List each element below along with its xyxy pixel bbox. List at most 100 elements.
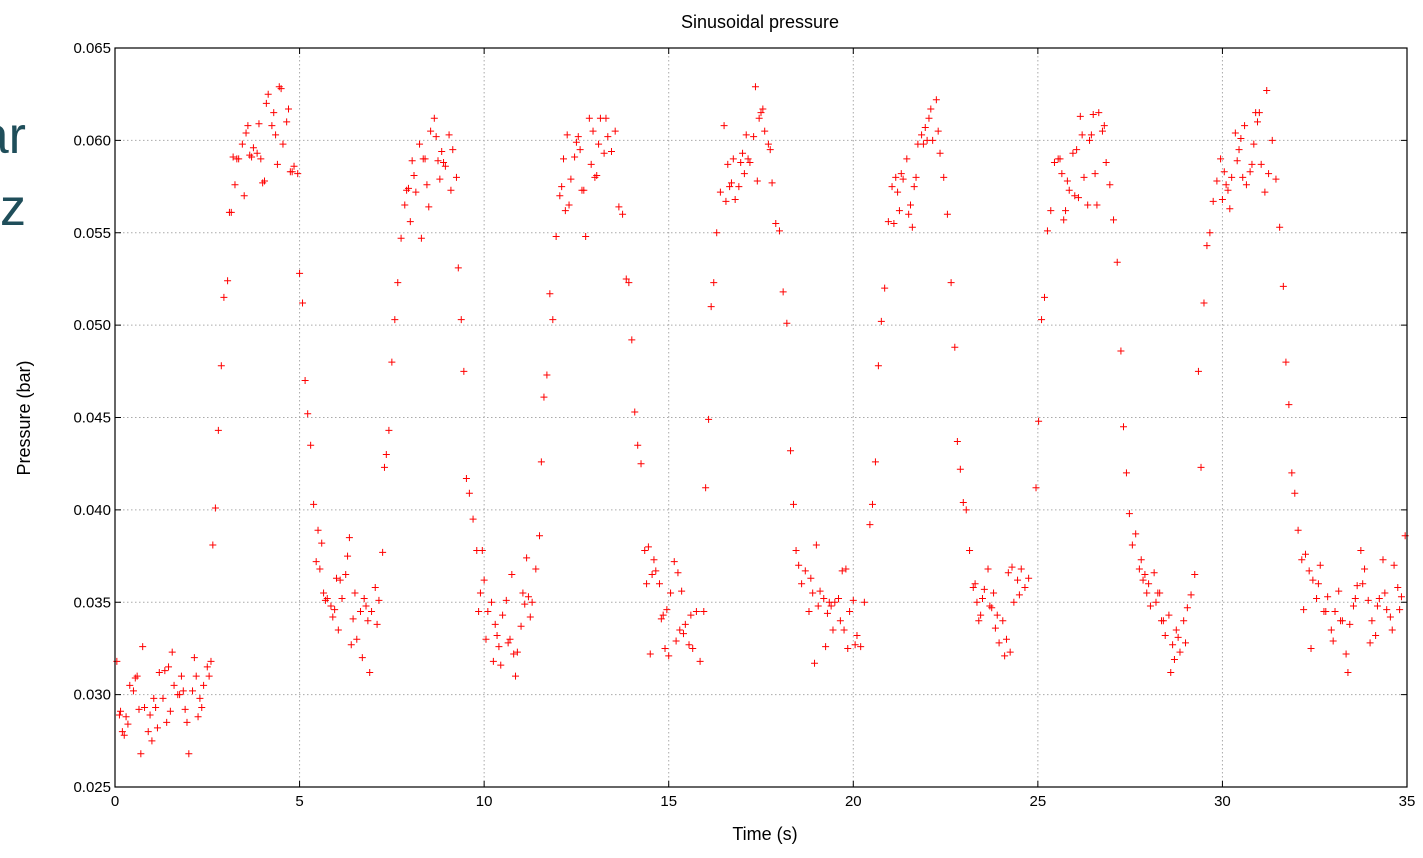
data-point xyxy=(1110,216,1118,224)
data-point xyxy=(536,532,544,540)
data-point xyxy=(491,620,499,628)
data-point xyxy=(991,624,999,632)
data-point xyxy=(1080,173,1088,181)
data-point xyxy=(469,515,477,523)
data-point xyxy=(421,155,429,163)
data-point xyxy=(1254,118,1261,126)
data-point xyxy=(702,484,710,492)
data-point xyxy=(995,639,1003,647)
data-point xyxy=(301,377,309,385)
data-point xyxy=(345,534,353,542)
data-point xyxy=(1146,602,1154,610)
data-point xyxy=(746,159,754,167)
data-point xyxy=(999,617,1007,625)
data-point xyxy=(823,609,831,617)
data-point xyxy=(1401,532,1409,540)
data-point xyxy=(685,641,693,649)
data-point xyxy=(1353,582,1361,590)
data-point xyxy=(137,750,145,758)
data-point xyxy=(1089,111,1097,119)
data-point xyxy=(438,147,446,155)
data-point xyxy=(727,179,735,187)
data-point xyxy=(825,598,833,606)
data-point xyxy=(1076,112,1084,120)
data-point xyxy=(141,704,149,712)
data-point xyxy=(871,458,879,466)
data-point xyxy=(589,127,597,135)
data-point xyxy=(710,279,718,287)
data-point xyxy=(526,613,534,621)
data-point xyxy=(1282,358,1290,366)
data-point xyxy=(209,541,217,549)
data-point xyxy=(580,186,588,194)
data-point xyxy=(726,183,734,191)
data-point xyxy=(484,607,492,615)
data-point xyxy=(502,596,510,604)
data-point xyxy=(919,140,927,148)
data-point xyxy=(307,441,315,449)
data-point xyxy=(1087,131,1095,139)
data-point xyxy=(951,343,959,351)
data-point xyxy=(1047,207,1055,215)
data-point xyxy=(360,595,368,603)
data-point xyxy=(838,567,846,575)
data-point xyxy=(1231,129,1239,137)
data-point xyxy=(179,687,187,695)
data-point xyxy=(1220,168,1228,176)
data-point xyxy=(619,210,627,218)
data-point xyxy=(120,731,128,739)
data-point xyxy=(1074,194,1082,202)
data-point xyxy=(593,171,601,179)
data-point xyxy=(1117,347,1125,355)
data-point xyxy=(1001,652,1009,660)
data-point xyxy=(259,179,267,187)
data-point xyxy=(416,140,424,148)
data-point xyxy=(905,210,913,218)
data-point xyxy=(524,593,532,601)
data-point xyxy=(331,606,339,614)
data-point xyxy=(1268,136,1276,144)
data-point xyxy=(153,724,161,732)
data-point xyxy=(1368,617,1376,625)
data-point xyxy=(262,99,270,107)
data-point xyxy=(678,587,686,595)
data-point xyxy=(1078,131,1086,139)
data-point xyxy=(866,521,874,529)
data-point xyxy=(912,173,920,181)
data-point xyxy=(177,672,185,680)
data-point xyxy=(1122,469,1130,477)
data-point xyxy=(299,299,307,307)
data-point xyxy=(809,589,817,597)
data-point xyxy=(755,114,763,122)
data-point xyxy=(1041,293,1048,301)
data-point xyxy=(1346,620,1354,628)
y-tick-label: 0.055 xyxy=(73,225,111,242)
data-point xyxy=(240,192,248,200)
data-point xyxy=(1174,633,1182,641)
data-point xyxy=(192,672,200,680)
data-point xyxy=(811,659,819,667)
data-point xyxy=(849,596,857,604)
data-point xyxy=(1006,648,1014,656)
data-point xyxy=(672,637,680,645)
data-point xyxy=(971,580,979,588)
data-point xyxy=(546,290,554,298)
data-point xyxy=(118,728,126,736)
data-point xyxy=(973,598,981,606)
data-point xyxy=(1228,173,1236,181)
data-point xyxy=(353,635,361,643)
data-point xyxy=(253,149,261,157)
data-point xyxy=(1194,367,1202,375)
data-point xyxy=(358,654,366,662)
data-point xyxy=(820,595,828,603)
data-point xyxy=(846,607,854,615)
data-point xyxy=(152,704,160,712)
data-point xyxy=(641,547,649,555)
slide-title-fragment: ar z xyxy=(0,110,40,270)
data-point xyxy=(1272,175,1280,183)
data-point xyxy=(1217,155,1225,163)
data-point xyxy=(1113,258,1121,266)
data-point xyxy=(131,674,139,682)
data-point xyxy=(168,648,176,656)
data-point xyxy=(1170,656,1178,664)
